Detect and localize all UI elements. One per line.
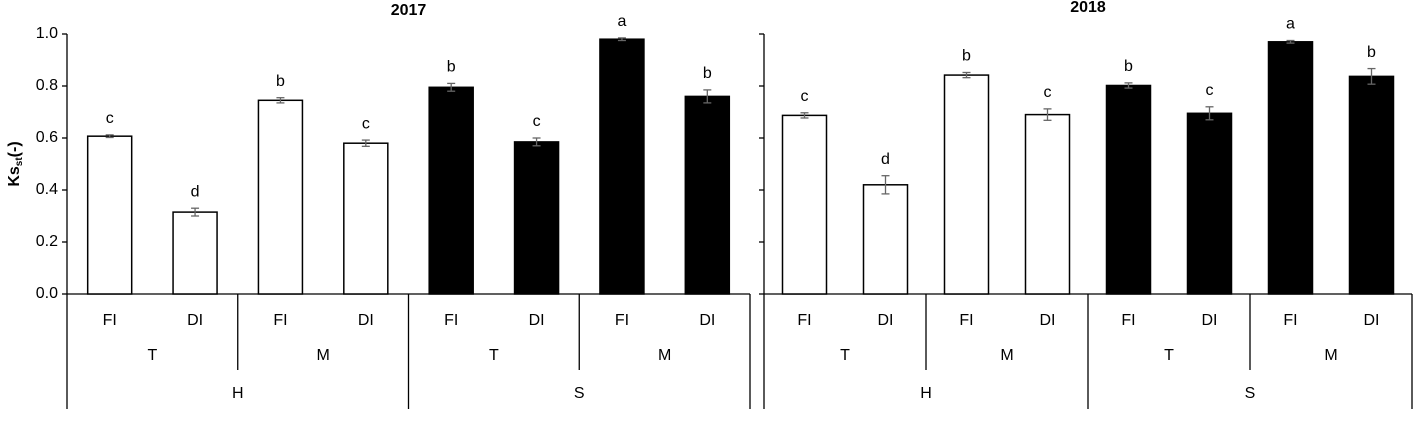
bar [1105, 84, 1152, 295]
group-label: M [1000, 347, 1013, 364]
group-label: T [1164, 347, 1174, 364]
supergroup-label: H [232, 385, 244, 402]
bar [781, 114, 828, 295]
x-tick-label: DI [187, 312, 203, 329]
significance-letter: a [1286, 16, 1295, 33]
group-label: M [1324, 347, 1337, 364]
significance-letter: d [191, 183, 200, 200]
y-label-sub: st [14, 157, 25, 167]
error-bar [191, 207, 200, 217]
bar [862, 184, 909, 295]
significance-letter: c [533, 113, 541, 130]
error-bar [881, 175, 890, 195]
y-tick-label: 0.8 [36, 77, 58, 94]
supergroup-label: S [574, 385, 585, 402]
x-tick-label: FI [615, 312, 629, 329]
error-bar [1286, 39, 1295, 44]
significance-letter: c [801, 88, 809, 105]
error-bar [105, 134, 114, 139]
x-tick-label: FI [103, 312, 117, 329]
bar [172, 211, 218, 295]
bar [1024, 113, 1071, 295]
significance-letter: b [1367, 44, 1376, 61]
error-bar [532, 137, 541, 147]
y-axis-label: Ksst(-) [6, 141, 24, 186]
significance-letter: c [1044, 84, 1052, 101]
supergroup-label: H [920, 385, 932, 402]
significance-letter: d [881, 151, 890, 168]
x-tick-label: DI [1364, 312, 1380, 329]
error-bar [800, 112, 809, 119]
y-label-main: Ks [6, 166, 23, 187]
bar [684, 95, 731, 295]
x-tick-label: FI [273, 312, 287, 329]
y-label-suffix: (-) [6, 141, 23, 157]
y-tick-label: 0.0 [36, 285, 58, 302]
x-tick-label: DI [699, 312, 715, 329]
x-tick-label: FI [1121, 312, 1135, 329]
significance-letter: b [1124, 58, 1133, 75]
error-bar [1043, 108, 1052, 121]
significance-letter: c [106, 110, 114, 127]
bar [86, 135, 133, 295]
error-bar [1367, 67, 1376, 85]
significance-letter: b [447, 59, 456, 76]
error-bar [1205, 106, 1214, 121]
y-tick-label: 0.4 [36, 181, 58, 198]
bar [513, 141, 560, 295]
bar [943, 74, 990, 295]
error-bar [361, 139, 370, 147]
bar [343, 142, 389, 295]
x-tick-label: DI [1040, 312, 1056, 329]
supergroup-label: S [1245, 385, 1256, 402]
significance-letter: a [617, 13, 626, 30]
bar [1186, 112, 1233, 295]
y-tick-label: 1.0 [36, 25, 58, 42]
x-tick-label: DI [529, 312, 545, 329]
significance-letter: c [362, 115, 370, 132]
y-tick-label: 0.6 [36, 129, 58, 146]
error-bar [703, 89, 712, 104]
error-bar [1124, 82, 1133, 89]
x-tick-label: DI [358, 312, 374, 329]
x-tick-label: FI [1283, 312, 1297, 329]
error-bar [447, 82, 456, 92]
group-label: T [489, 347, 499, 364]
x-tick-label: FI [797, 312, 811, 329]
group-label: T [840, 347, 850, 364]
group-label: T [147, 347, 157, 364]
error-bar [617, 37, 626, 42]
x-tick-label: FI [959, 312, 973, 329]
y-tick-label: 0.2 [36, 233, 58, 250]
group-label: M [658, 347, 671, 364]
x-tick-label: DI [1202, 312, 1218, 329]
bar [257, 99, 304, 295]
significance-letter: b [962, 48, 971, 65]
bar [1348, 75, 1395, 295]
significance-letter: b [703, 65, 712, 82]
significance-letter: b [276, 73, 285, 90]
chart-title: 2017 [391, 2, 427, 19]
error-bar [276, 97, 285, 104]
bar [599, 38, 645, 295]
bar [428, 86, 474, 295]
x-tick-label: DI [878, 312, 894, 329]
significance-letter: c [1206, 82, 1214, 99]
chart-title: 2018 [1070, 0, 1106, 16]
error-bar [962, 71, 971, 79]
bar [1267, 41, 1314, 295]
group-label: M [316, 347, 329, 364]
x-tick-label: FI [444, 312, 458, 329]
